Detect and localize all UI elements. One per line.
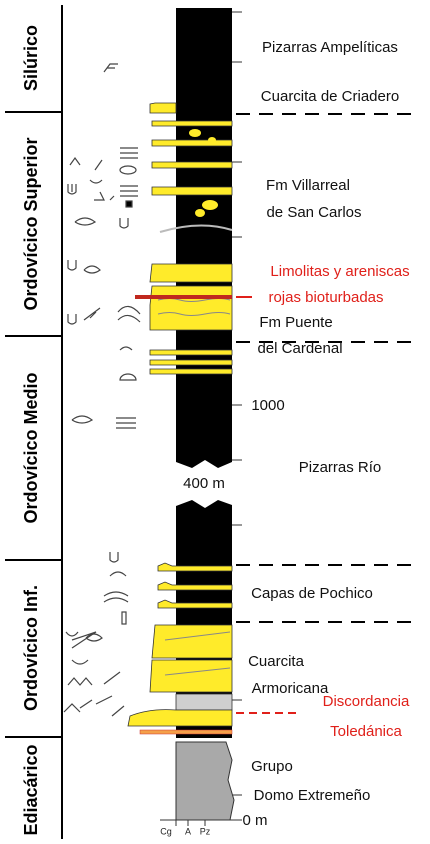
unit-label: Limolitas y areniscas [270, 263, 409, 280]
scale-label: 0 m [242, 812, 267, 829]
unit-label: Cuarcita [248, 653, 305, 670]
unit-label: Capas de Pochico [251, 585, 373, 602]
grain-label: Pz [200, 826, 211, 836]
unit-label: Armoricana [252, 680, 329, 697]
unit-label: Cuarcita de Criadero [261, 88, 399, 105]
unit-label: Discordancia [323, 693, 410, 710]
unit-label: de San Carlos [266, 204, 361, 221]
unit-label: del Cardenal [257, 340, 342, 357]
stratigraphic-column: Silúrico Ordovícico Superior Ordovícico … [0, 0, 430, 839]
unit-label: Fm Villarreal [266, 177, 350, 194]
ediacaran-unit [176, 742, 234, 820]
sedimentary-symbols [64, 64, 140, 716]
period-label: Silúrico [21, 25, 41, 91]
break-label: 400 m [183, 475, 225, 492]
unit-label: Domo Extremeño [254, 787, 371, 804]
unit-label: Pizarras Ampelíticas [262, 39, 398, 56]
unit-label: rojas bioturbadas [268, 289, 383, 306]
period-label: Ordovícico Inf. [21, 585, 41, 711]
unit-label: Pizarras Río [299, 459, 382, 476]
unit-label: Toledánica [330, 723, 402, 740]
scale-label: 1000 [251, 397, 284, 414]
unit-label: Fm Puente [259, 314, 332, 331]
period-label: Ediacárico [21, 744, 41, 835]
grain-label: A [185, 826, 191, 836]
grain-label: Cg [160, 826, 172, 836]
period-label: Ordovícico Medio [21, 372, 41, 523]
period-label: Ordovícico Superior [21, 137, 41, 310]
unit-label: Grupo [251, 758, 293, 775]
